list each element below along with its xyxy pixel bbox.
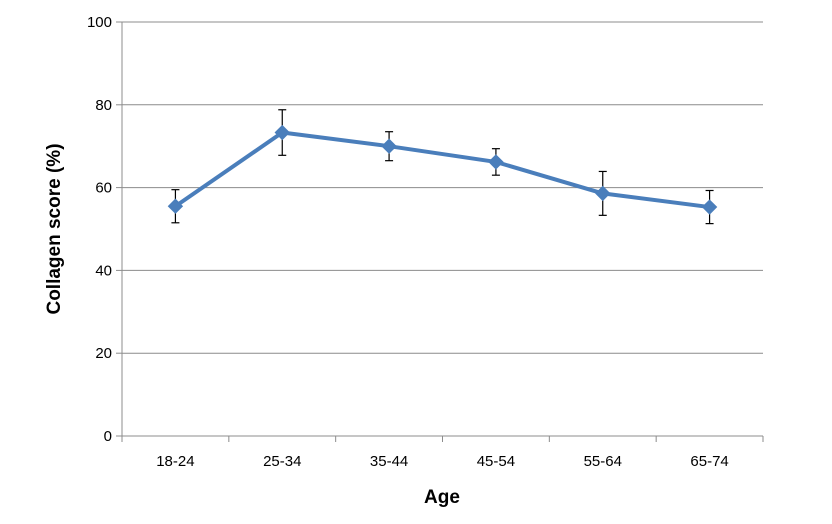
y-tick-label: 100 [87,14,112,31]
x-tick-labels: 18-24 25-34 35-44 45-54 55-64 65-74 [156,453,729,470]
y-tick-label: 80 [95,97,112,114]
series [167,109,718,225]
series-line [174,130,710,210]
data-point-marker [381,138,397,154]
data-point-marker [274,124,290,141]
x-tick-label: 18-24 [156,453,194,470]
y-tick-label: 40 [95,262,112,279]
y-tick-label: 20 [95,345,112,362]
data-point-marker [595,185,611,202]
x-tick-label: 25-34 [263,453,301,470]
data-point-marker [488,154,504,170]
x-tick-label: 55-64 [584,453,622,470]
x-tick-label: 35-44 [370,453,408,470]
gridlines [122,21,763,354]
y-axis-title: Collagen score (%) [44,143,65,314]
data-point-marker [701,199,718,215]
y-tick-labels: 0 20 40 60 80 100 [87,14,112,445]
x-axis-title: Age [424,487,460,508]
x-tick-label: 65-74 [690,453,728,470]
axes [116,21,764,442]
x-tick-label: 45-54 [477,453,515,470]
y-tick-label: 0 [104,428,112,445]
data-point-marker [167,198,184,214]
y-tick-label: 60 [95,180,112,197]
